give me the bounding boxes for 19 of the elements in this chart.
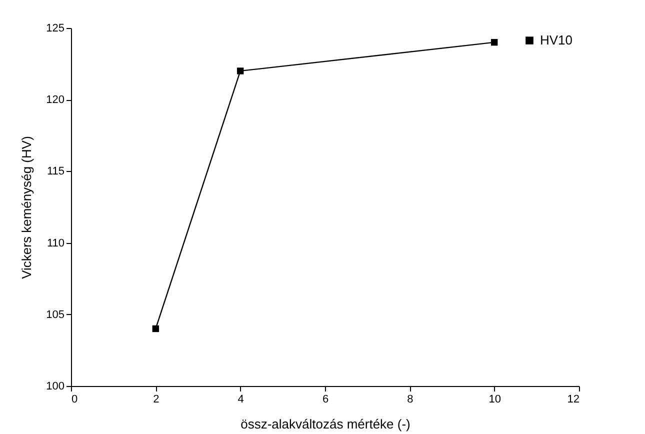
x-tick-label: 6 — [322, 394, 329, 406]
x-tick-label: 4 — [238, 394, 244, 406]
point — [152, 325, 160, 332]
y-tick-label: 120 — [46, 94, 64, 106]
legend-label: HV10 — [540, 32, 573, 48]
x-tick-label: 0 — [72, 394, 78, 406]
x-tick-label: 2 — [153, 394, 160, 406]
y-axis-title: Vickers keménység (HV) — [19, 136, 34, 279]
x-tick-label: 10 — [488, 394, 501, 406]
x-tick-label: 8 — [407, 394, 414, 406]
y-tick-label: 115 — [46, 166, 64, 178]
point — [490, 38, 498, 46]
y-tick-label: 105 — [46, 308, 64, 321]
x-tick-label: 12 — [567, 394, 580, 406]
x-axis-title: össz-alakváltozás mértéke (-) — [240, 416, 410, 432]
point — [236, 68, 244, 74]
y-tick-label: 100 — [46, 380, 64, 392]
y-tick-label: 125 — [46, 22, 64, 34]
y-tick-label: 110 — [46, 237, 64, 250]
